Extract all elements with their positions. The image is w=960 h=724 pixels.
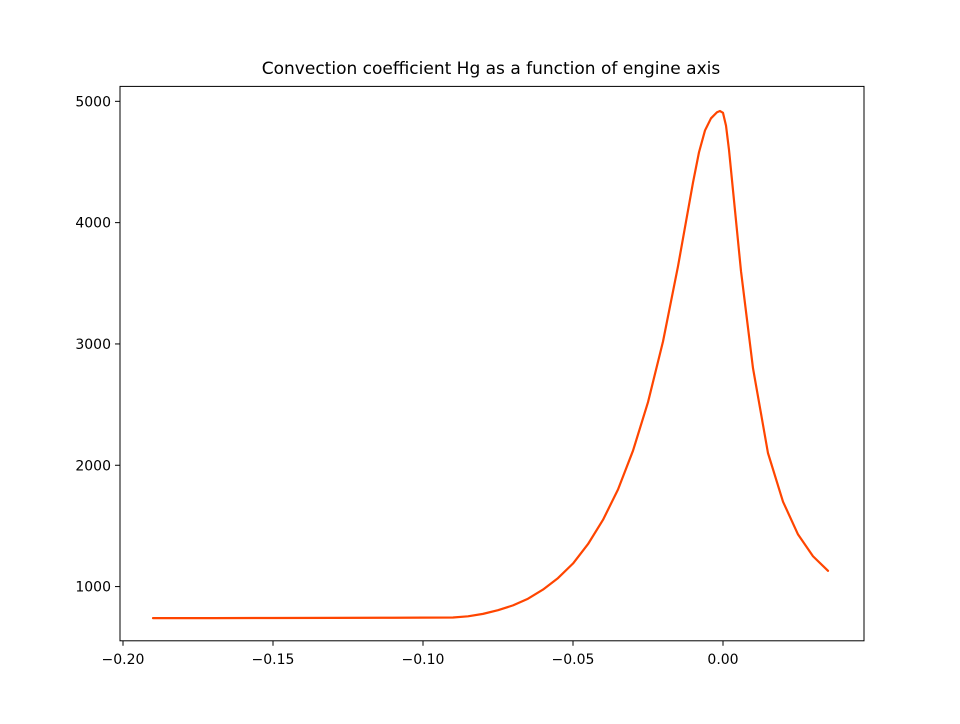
x-tick-label: −0.15 [252, 652, 295, 668]
series-line-1 [151, 109, 830, 620]
y-tick-label: 4000 [75, 216, 111, 232]
y-tick-label: 2000 [75, 458, 111, 474]
chart-title: Convection coefficient Hg as a function … [262, 59, 721, 79]
x-tick-label: 0.00 [707, 652, 738, 668]
x-tick-label: −0.05 [552, 652, 595, 668]
y-tick-label: 3000 [75, 337, 111, 353]
axes-layer: −0.20 −0.15 −0.10 −0.05 0.00 1000 2000 3000 4000… [75, 94, 738, 667]
series-layer [151, 109, 830, 620]
y-tick-label: 1000 [75, 580, 111, 596]
x-tick-label: −0.10 [402, 652, 445, 668]
y-tick-label: 5000 [75, 94, 111, 110]
x-tick-label: −0.20 [102, 652, 145, 668]
plot-frame [119, 85, 865, 642]
